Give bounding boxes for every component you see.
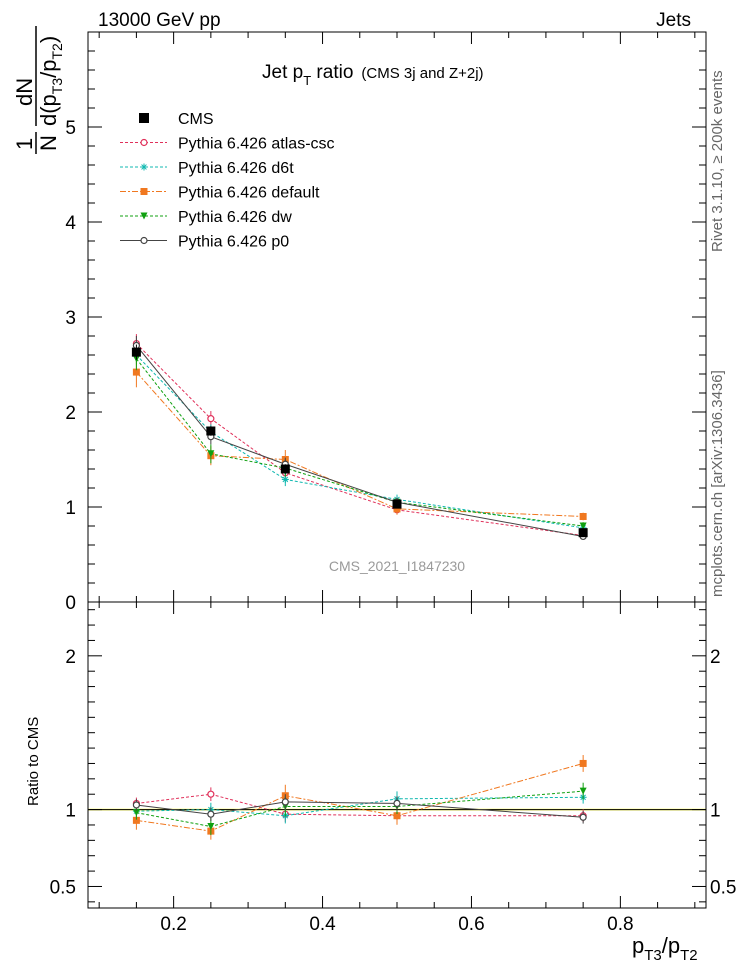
ratio-point-pythia-6-426-default bbox=[132, 816, 140, 824]
ratio-point-pythia-6-426-atlas-csc bbox=[207, 790, 215, 798]
ratio-panel-frame bbox=[87, 601, 707, 909]
ratio-y-tick-label-right: 1 bbox=[710, 801, 721, 822]
ratio-point-pythia-6-426-p0 bbox=[393, 799, 401, 808]
x-tick-label: 0.2 bbox=[160, 914, 186, 935]
ratio-y-tick-label-left: 0.5 bbox=[50, 877, 76, 898]
legend-label-cms: CMS bbox=[178, 111, 214, 128]
point-cms bbox=[280, 464, 290, 474]
legend-marker-pythia-6-426-dw bbox=[140, 212, 148, 220]
legend: CMS Pythia 6.426 atlas-csc Pythia 6.426 d6… bbox=[120, 111, 335, 251]
legend-label-pythia-6-426-atlas-csc: Pythia 6.426 atlas-csc bbox=[178, 136, 335, 153]
ratio-y-tick-label-left: 1 bbox=[65, 801, 76, 822]
point-cms bbox=[578, 528, 588, 538]
y-tick-label: 4 bbox=[65, 213, 76, 234]
legend-marker-cms bbox=[139, 113, 149, 123]
ratio-point-pythia-6-426-dw bbox=[579, 787, 587, 795]
y-axis-label-main: 1 N dN d(pT3/pT2) bbox=[12, 26, 65, 154]
point-pythia-6-426-dw bbox=[207, 450, 215, 458]
x-tick-label: 0.4 bbox=[309, 914, 336, 935]
line-pythia-6-426-atlas-csc bbox=[136, 343, 584, 536]
point-pythia-6-426-default bbox=[132, 368, 140, 376]
ratio-point-pythia-6-426-dw bbox=[207, 823, 215, 831]
ratio-y-tick-label-left: 2 bbox=[65, 647, 76, 668]
point-cms bbox=[392, 499, 402, 509]
ratio-point-pythia-6-426-p0 bbox=[579, 813, 587, 821]
point-cms bbox=[131, 347, 141, 357]
legend-marker-pythia-6-426-default bbox=[140, 188, 148, 195]
header-jets: Jets bbox=[656, 10, 691, 31]
point-pythia-6-426-atlas-csc bbox=[207, 415, 215, 423]
svg-text:1: 1 bbox=[12, 138, 37, 150]
legend-label-pythia-6-426-p0: Pythia 6.426 p0 bbox=[178, 234, 289, 251]
rivet-label: Rivet 3.1.10, ≥ 200k events bbox=[709, 70, 726, 252]
ratio-point-pythia-6-426-default bbox=[579, 759, 587, 767]
y-tick-label: 3 bbox=[65, 308, 76, 329]
legend-label-pythia-6-426-default: Pythia 6.426 default bbox=[178, 185, 320, 202]
y-axis-label-ratio: Ratio to CMS bbox=[25, 717, 42, 806]
y-tick-label: 5 bbox=[65, 118, 76, 139]
legend-marker-pythia-6-426-p0 bbox=[140, 236, 148, 245]
svg-text:d(pT3/pT2): d(pT3/pT2) bbox=[36, 36, 65, 126]
legend-label-pythia-6-426-dw: Pythia 6.426 dw bbox=[178, 209, 292, 226]
ratio-y-tick-label-right: 0.5 bbox=[710, 877, 736, 898]
header-energy: 13000 GeV pp bbox=[98, 10, 221, 31]
ratio-point-pythia-6-426-p0 bbox=[281, 798, 289, 806]
point-pythia-6-426-default bbox=[579, 513, 587, 520]
point-pythia-6-426-default bbox=[393, 505, 401, 513]
point-cms bbox=[206, 426, 216, 436]
svg-text:dN: dN bbox=[12, 78, 37, 106]
line-pythia-6-426-dw bbox=[136, 358, 584, 527]
legend-marker-pythia-6-426-atlas-csc bbox=[140, 138, 148, 147]
ratio-point-pythia-6-426-default bbox=[393, 812, 401, 820]
legend-label-pythia-6-426-d6t: Pythia 6.426 d6t bbox=[178, 160, 294, 177]
line-pythia-6-426-d6t bbox=[136, 354, 584, 529]
series-main bbox=[131, 334, 588, 541]
tick-labels: 0.2 0.4 0.6 0.8 0 1 2 3 4 5 0.5 0.5 1 1 2 2 bbox=[50, 118, 737, 935]
svg-text:N: N bbox=[36, 135, 61, 151]
ratio-point-pythia-6-426-dw bbox=[132, 809, 140, 817]
axis-ticks bbox=[88, 31, 706, 908]
analysis-watermark: CMS_2021_I1847230 bbox=[329, 558, 465, 574]
chart-title: Jet pT ratio (CMS 3j and Z+2j) bbox=[262, 62, 484, 88]
ratio-y-tick-label-right: 2 bbox=[710, 647, 721, 668]
point-pythia-6-426-d6t bbox=[281, 475, 289, 483]
line-pythia-6-426-p0 bbox=[136, 345, 584, 537]
mcplots-label: mcplots.cern.ch [arXiv:1306.3436] bbox=[709, 370, 726, 597]
ratio-point-pythia-6-426-p0 bbox=[207, 810, 215, 818]
x-tick-label: 0.8 bbox=[607, 914, 633, 935]
ratio-line-pythia-6-426-default bbox=[136, 762, 584, 832]
x-axis-label: pT3/pT2 bbox=[632, 933, 698, 964]
legend-marker-pythia-6-426-d6t bbox=[140, 163, 148, 171]
y-tick-label: 0 bbox=[65, 593, 76, 614]
line-pythia-6-426-default bbox=[136, 371, 584, 517]
y-tick-label: 2 bbox=[65, 403, 76, 424]
point-pythia-6-426-dw bbox=[579, 522, 587, 530]
x-tick-label: 0.6 bbox=[458, 914, 484, 935]
y-tick-label: 1 bbox=[65, 498, 76, 519]
series-ratio bbox=[88, 755, 706, 840]
ratio-point-pythia-6-426-p0 bbox=[132, 801, 140, 809]
